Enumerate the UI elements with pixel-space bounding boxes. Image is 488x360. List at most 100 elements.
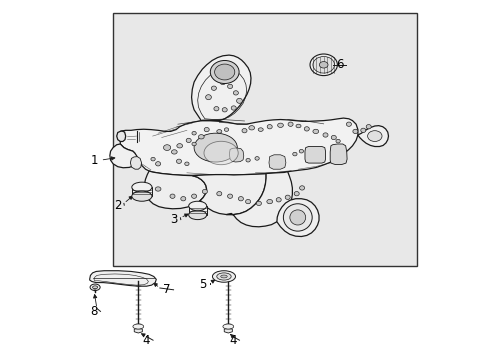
Ellipse shape — [214, 64, 234, 80]
Ellipse shape — [238, 197, 243, 201]
Polygon shape — [329, 144, 346, 165]
Ellipse shape — [198, 135, 204, 139]
Polygon shape — [276, 199, 318, 237]
Ellipse shape — [294, 192, 299, 196]
Ellipse shape — [295, 124, 301, 128]
Ellipse shape — [276, 198, 281, 202]
Ellipse shape — [256, 201, 261, 206]
Ellipse shape — [184, 162, 189, 166]
Ellipse shape — [151, 157, 155, 161]
Ellipse shape — [312, 129, 318, 134]
Ellipse shape — [287, 122, 292, 126]
Ellipse shape — [170, 194, 175, 198]
Ellipse shape — [309, 54, 337, 76]
Polygon shape — [144, 171, 206, 209]
Ellipse shape — [224, 128, 228, 131]
Ellipse shape — [231, 106, 236, 110]
Ellipse shape — [205, 95, 211, 100]
Polygon shape — [226, 172, 292, 227]
Ellipse shape — [352, 129, 357, 134]
Bar — [132, 187, 152, 196]
Ellipse shape — [176, 159, 181, 163]
Polygon shape — [192, 174, 265, 215]
Bar — [188, 206, 206, 215]
Polygon shape — [120, 118, 357, 175]
Ellipse shape — [245, 199, 250, 204]
Ellipse shape — [242, 129, 246, 133]
Bar — [113, 13, 416, 266]
Ellipse shape — [216, 273, 231, 280]
Text: 1: 1 — [90, 154, 98, 167]
Text: 4: 4 — [229, 334, 236, 347]
Ellipse shape — [292, 152, 296, 156]
Ellipse shape — [203, 141, 238, 165]
Ellipse shape — [322, 133, 327, 137]
Ellipse shape — [171, 150, 177, 154]
Text: 4: 4 — [142, 334, 150, 347]
Ellipse shape — [277, 123, 283, 127]
Text: 7: 7 — [163, 283, 170, 296]
Text: 2: 2 — [114, 199, 122, 212]
Ellipse shape — [367, 131, 381, 141]
Ellipse shape — [192, 142, 196, 146]
Text: 5: 5 — [199, 278, 206, 291]
Ellipse shape — [188, 210, 206, 220]
Ellipse shape — [319, 62, 327, 68]
Ellipse shape — [236, 98, 242, 103]
Ellipse shape — [299, 186, 304, 190]
Polygon shape — [268, 155, 285, 169]
Ellipse shape — [222, 108, 227, 112]
Ellipse shape — [192, 131, 196, 135]
Ellipse shape — [245, 158, 250, 162]
Ellipse shape — [258, 128, 263, 131]
Ellipse shape — [330, 135, 336, 140]
Ellipse shape — [202, 189, 207, 194]
Ellipse shape — [254, 157, 259, 160]
Ellipse shape — [177, 144, 182, 148]
Ellipse shape — [186, 138, 191, 143]
Ellipse shape — [191, 194, 196, 198]
Text: 3: 3 — [170, 213, 178, 226]
Ellipse shape — [216, 130, 222, 133]
Ellipse shape — [194, 133, 237, 162]
Polygon shape — [357, 126, 387, 147]
Ellipse shape — [132, 191, 152, 201]
Ellipse shape — [163, 145, 170, 150]
Ellipse shape — [181, 197, 185, 201]
Ellipse shape — [312, 57, 334, 73]
Ellipse shape — [155, 187, 161, 191]
Ellipse shape — [289, 210, 305, 225]
Polygon shape — [229, 148, 244, 162]
Ellipse shape — [346, 122, 351, 126]
Ellipse shape — [227, 84, 232, 89]
Ellipse shape — [155, 162, 160, 166]
Polygon shape — [117, 131, 125, 141]
Ellipse shape — [204, 127, 209, 132]
Ellipse shape — [285, 195, 289, 199]
Ellipse shape — [283, 204, 311, 231]
Ellipse shape — [132, 182, 152, 192]
Ellipse shape — [266, 125, 272, 129]
Polygon shape — [191, 55, 250, 121]
Polygon shape — [305, 147, 325, 163]
Ellipse shape — [299, 149, 303, 153]
Ellipse shape — [220, 80, 225, 85]
Ellipse shape — [360, 128, 365, 132]
Ellipse shape — [210, 60, 239, 84]
Ellipse shape — [366, 125, 370, 129]
Ellipse shape — [188, 201, 206, 211]
Ellipse shape — [266, 199, 272, 204]
Ellipse shape — [335, 139, 340, 143]
Polygon shape — [110, 144, 138, 168]
Ellipse shape — [223, 324, 233, 329]
Ellipse shape — [211, 86, 216, 90]
Ellipse shape — [92, 286, 98, 289]
Text: 6: 6 — [335, 58, 343, 71]
Polygon shape — [134, 328, 142, 333]
Ellipse shape — [220, 275, 227, 278]
Ellipse shape — [90, 284, 100, 291]
Polygon shape — [130, 157, 141, 169]
Ellipse shape — [212, 271, 235, 282]
Ellipse shape — [248, 126, 254, 130]
Ellipse shape — [216, 192, 222, 196]
